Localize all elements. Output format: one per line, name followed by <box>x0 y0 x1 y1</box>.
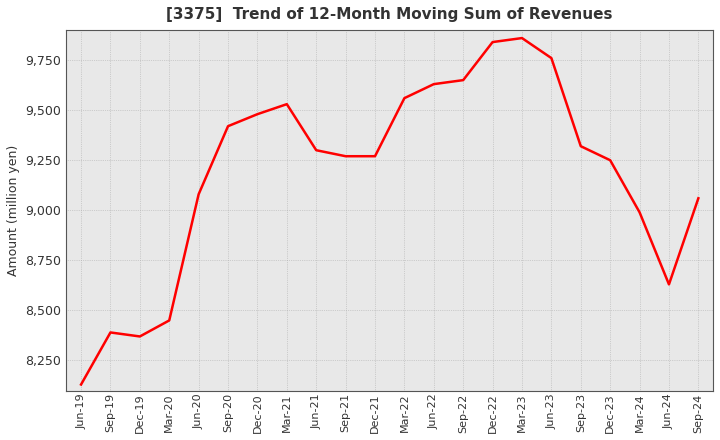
Y-axis label: Amount (million yen): Amount (million yen) <box>7 145 20 276</box>
Title: [3375]  Trend of 12-Month Moving Sum of Revenues: [3375] Trend of 12-Month Moving Sum of R… <box>166 7 613 22</box>
